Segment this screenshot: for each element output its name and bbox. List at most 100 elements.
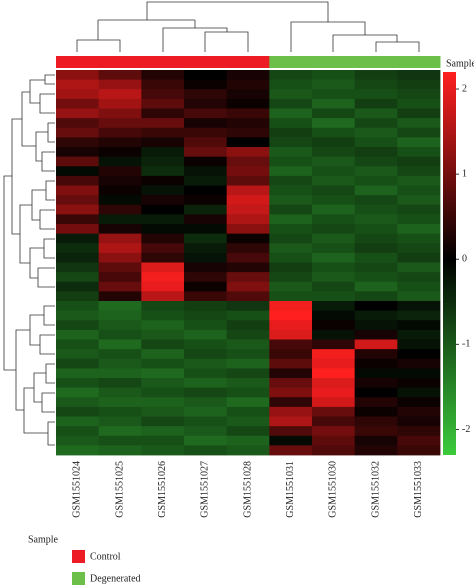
heatmap-cell — [226, 70, 270, 81]
heatmap-cell — [226, 89, 270, 100]
heatmap-cell — [56, 406, 100, 417]
heatmap-cell — [226, 310, 270, 321]
heatmap-cell — [184, 79, 228, 90]
heatmap-cell — [226, 349, 270, 360]
heatmap-cell — [141, 127, 185, 138]
heatmap-cell — [269, 224, 313, 235]
heatmap-cell — [98, 108, 142, 119]
heatmap-cell — [98, 435, 142, 446]
heatmap-cell — [98, 166, 142, 177]
heatmap-cell — [56, 137, 100, 148]
heatmap-cell — [397, 445, 441, 456]
heatmap-cell — [56, 281, 100, 292]
heatmap-cell — [141, 387, 185, 398]
column-label: GSM1551028 — [242, 461, 253, 518]
heatmap-cell — [397, 435, 441, 446]
heatmap-cell — [312, 301, 356, 312]
heatmap-cell — [56, 426, 100, 437]
heatmap-cell — [141, 214, 185, 225]
heatmap-cell — [184, 233, 228, 244]
heatmap-cell — [354, 108, 398, 119]
heatmap-cell — [269, 108, 313, 119]
heatmap-cell — [226, 156, 270, 167]
heatmap-cell — [141, 252, 185, 263]
heatmap-cell — [141, 166, 185, 177]
heatmap-cell — [141, 79, 185, 90]
heatmap-cell — [56, 368, 100, 379]
heatmap-cell — [269, 243, 313, 254]
heatmap-cell — [184, 310, 228, 321]
heatmap-cell — [56, 233, 100, 244]
heatmap-cell — [98, 147, 142, 158]
heatmap-cell — [312, 118, 356, 129]
heatmap-cell — [184, 70, 228, 81]
heatmap-cell — [56, 262, 100, 273]
heatmap-cell — [354, 416, 398, 427]
heatmap-cell — [269, 387, 313, 398]
heatmap-cell — [312, 127, 356, 138]
heatmap-cell — [141, 118, 185, 129]
heatmap-cell — [98, 243, 142, 254]
heatmap-cell — [354, 137, 398, 148]
heatmap-cell — [397, 70, 441, 81]
annotation-cell — [226, 56, 270, 68]
heatmap-cell — [226, 368, 270, 379]
heatmap-cell — [354, 79, 398, 90]
heatmap-cell — [397, 185, 441, 196]
heatmap-cell — [269, 310, 313, 321]
heatmap-cell — [56, 397, 100, 408]
annotation-cell — [354, 56, 398, 68]
heatmap-cell — [397, 79, 441, 90]
heatmap-cell — [98, 137, 142, 148]
heatmap-cell — [269, 214, 313, 225]
heatmap-cell — [226, 224, 270, 235]
colorbar-tick-label: -1 — [462, 339, 470, 350]
heatmap-cell — [226, 118, 270, 129]
heatmap-cell — [98, 195, 142, 206]
heatmap-cell — [141, 291, 185, 302]
heatmap-cell — [56, 445, 100, 456]
heatmap-cell — [312, 243, 356, 254]
heatmap-cell — [269, 301, 313, 312]
legend-swatch — [72, 572, 85, 585]
heatmap-cell — [312, 378, 356, 389]
heatmap-cell — [354, 310, 398, 321]
heatmap-cell — [56, 79, 100, 90]
annotation-cell — [141, 56, 185, 68]
heatmap-cell — [397, 118, 441, 129]
heatmap-cell — [269, 118, 313, 129]
heatmap-cell — [397, 195, 441, 206]
heatmap-cell — [184, 252, 228, 263]
heatmap-cell — [397, 137, 441, 148]
annotation-cell — [312, 56, 356, 68]
heatmap-cell — [98, 252, 142, 263]
heatmap-cell — [354, 378, 398, 389]
heatmap-cell — [184, 147, 228, 158]
heatmap-cell — [354, 214, 398, 225]
heatmap-cell — [98, 98, 142, 109]
heatmap-cell — [269, 329, 313, 340]
heatmap-cell — [312, 70, 356, 81]
heatmap-cell — [226, 204, 270, 215]
heatmap-cell — [312, 426, 356, 437]
heatmap-cell — [184, 339, 228, 350]
heatmap-cell — [184, 397, 228, 408]
heatmap-cell — [312, 195, 356, 206]
heatmap-cell — [184, 329, 228, 340]
heatmap-cell — [141, 397, 185, 408]
heatmap-cell — [354, 224, 398, 235]
heatmap-cell — [226, 195, 270, 206]
heatmap-cell — [141, 108, 185, 119]
heatmap-cell — [56, 387, 100, 398]
heatmap-cell — [269, 262, 313, 273]
heatmap-cell — [397, 387, 441, 398]
heatmap-cell — [141, 329, 185, 340]
heatmap-cell — [226, 98, 270, 109]
heatmap-cell — [354, 175, 398, 186]
heatmap-cell — [141, 301, 185, 312]
legend-label: Degenerated — [90, 573, 141, 584]
heatmap-cell — [269, 89, 313, 100]
heatmap-cell — [354, 349, 398, 360]
heatmap-cell — [56, 108, 100, 119]
